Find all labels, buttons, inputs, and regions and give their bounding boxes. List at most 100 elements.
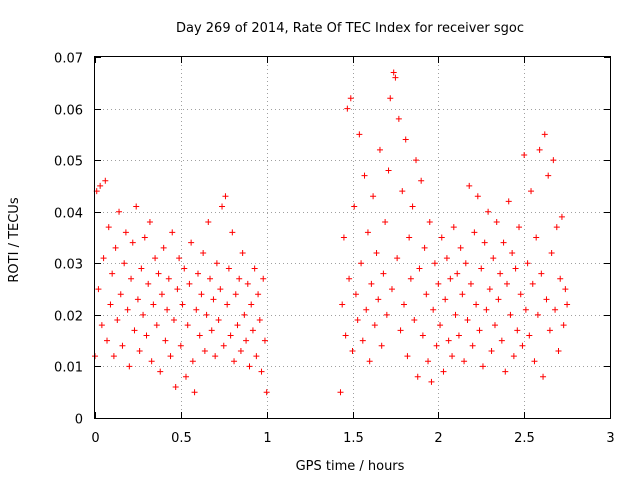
y-tick-label: 0.06 [54,104,83,119]
data-point [524,260,531,267]
data-point [541,131,548,138]
y-tick-label: 0.05 [54,155,83,170]
data-point [407,275,414,282]
data-point [207,275,214,282]
data-point [387,95,394,102]
data-point [236,275,243,282]
data-point [443,255,450,262]
data-point [553,224,560,231]
data-point [447,275,454,282]
data-point [521,151,528,158]
data-point [258,368,265,375]
data-point [423,291,430,298]
x-tick-label: 1.5 [343,431,364,446]
data-point [413,157,420,164]
data-point [507,311,514,318]
data-point [380,270,387,277]
data-point [497,270,504,277]
data-point [390,69,397,76]
data-point [95,286,102,293]
data-point [205,219,212,226]
data-point [347,95,354,102]
data-point [500,239,507,246]
data-point [435,280,442,287]
data-point [378,342,385,349]
data-point [371,322,378,329]
data-point [486,286,493,293]
data-point [519,342,526,349]
data-point [504,280,510,287]
data-point [234,322,241,329]
data-point [394,255,401,262]
data-point [495,296,502,303]
data-point [397,327,404,334]
data-point [107,301,114,308]
data-point [239,249,246,256]
data-point [117,291,124,298]
y-tick-label: 0 [75,413,83,428]
data-point [256,317,263,324]
data-point [167,353,174,360]
data-point [538,270,545,277]
data-point [196,332,203,339]
data-point [114,317,121,324]
data-point [129,239,136,246]
data-point [344,105,351,112]
data-point [364,229,371,236]
data-point [100,255,107,262]
data-point [200,249,207,256]
data-point [102,177,109,184]
data-point [366,358,373,365]
data-point [153,322,160,329]
data-point [404,353,411,360]
data-point [363,306,370,313]
data-point [459,291,466,298]
data-point [481,239,488,246]
data-point [531,358,538,365]
data-point [440,368,447,375]
data-point [109,270,116,277]
data-point [502,368,509,375]
data-point [255,291,262,298]
data-point [493,219,500,226]
x-tick-label: 1 [263,431,271,446]
x-tick-label: 2 [434,431,442,446]
data-point [126,363,133,370]
data-point [376,146,383,153]
data-point [450,224,457,231]
data-point [433,342,440,349]
data-point [105,224,112,231]
data-point [555,347,562,354]
data-point [222,193,229,200]
data-point [112,244,119,251]
data-point [179,301,186,308]
data-point [430,306,437,313]
data-point [545,172,552,179]
data-point [402,136,409,143]
grid-layer [95,57,610,418]
data-point [516,224,523,231]
data-point [215,317,222,324]
data-point [232,291,239,298]
data-point [213,260,220,267]
data-point [543,296,550,303]
data-point [395,115,402,122]
data-point [426,219,433,226]
data-point [231,358,238,365]
data-point [428,378,435,385]
data-point [182,373,189,380]
data-point [225,265,232,272]
data-point [339,301,346,308]
data-point [128,275,135,282]
data-point [146,219,153,226]
data-point [138,265,145,272]
data-point [517,291,524,298]
data-point [342,332,349,339]
data-point [134,296,141,303]
chart-title: Day 269 of 2014, Rate Of TEC Index for r… [176,21,524,36]
data-point [368,280,375,287]
data-point [124,306,131,313]
data-point [188,239,195,246]
data-point [201,347,208,354]
